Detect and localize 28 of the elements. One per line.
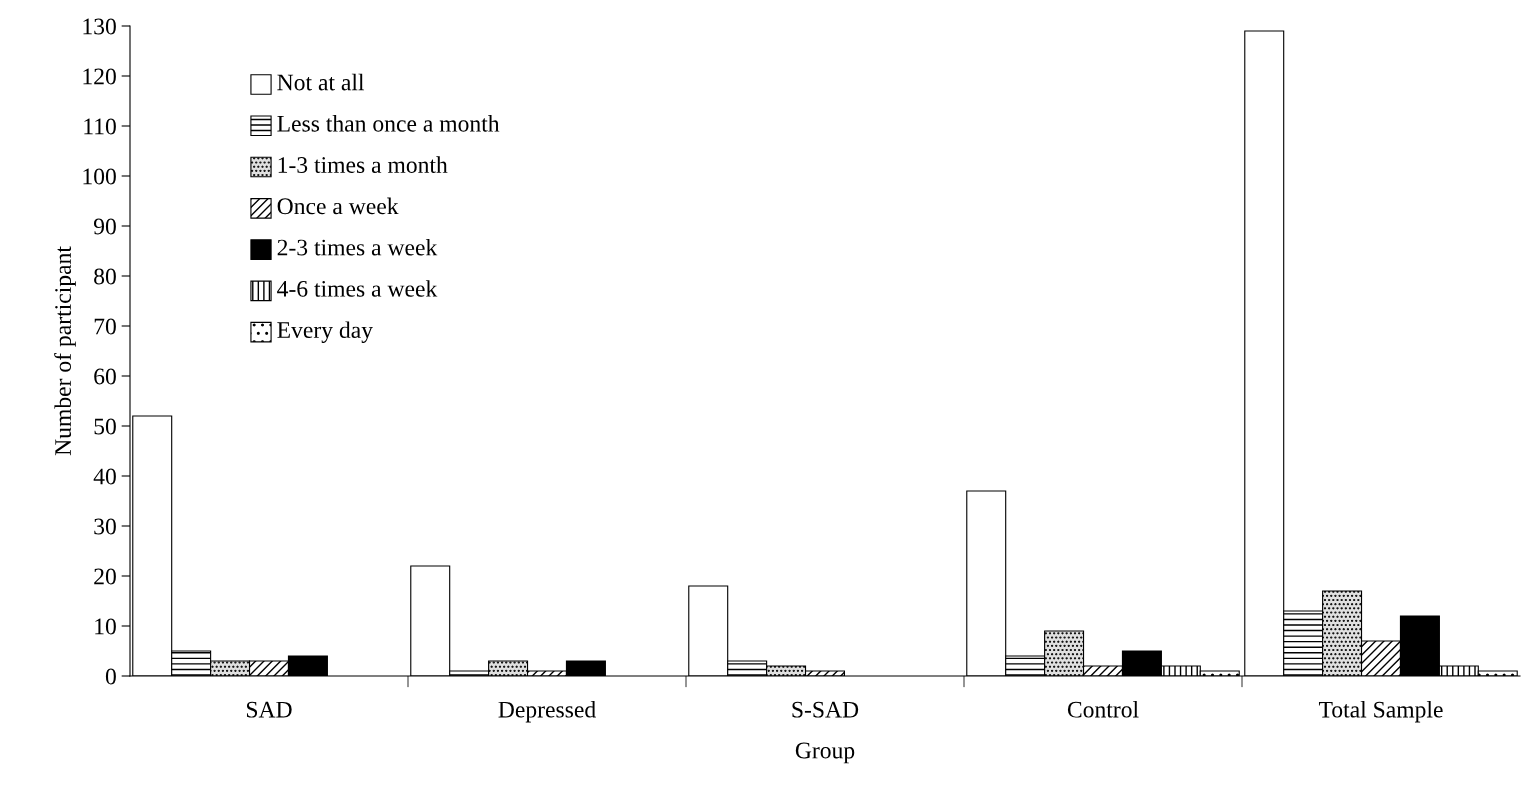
legend-label: Not at all bbox=[277, 73, 365, 91]
y-tick-label: 100 bbox=[83, 168, 116, 185]
legend-label: 2-3 times a week bbox=[277, 238, 438, 256]
y-axis-title: Number of participant bbox=[54, 246, 76, 456]
y-tick-label: 130 bbox=[83, 18, 116, 35]
y-tick-label: 20 bbox=[94, 568, 116, 585]
x-tick-label: SAD bbox=[246, 701, 292, 718]
legend-label: 1-3 times a month bbox=[278, 156, 448, 173]
y-tick-label: 0 bbox=[105, 668, 116, 685]
y-tick-label: 30 bbox=[94, 518, 116, 535]
x-tick-label: S-SAD bbox=[792, 701, 859, 718]
y-tick-label: 70 bbox=[94, 318, 116, 335]
legend-label: 4-6 times a week bbox=[277, 280, 438, 297]
x-axis-title: Group bbox=[795, 742, 855, 764]
y-tick-label: 120 bbox=[83, 68, 116, 85]
y-tick-label: 80 bbox=[94, 268, 116, 285]
x-tick-label: Total Sample bbox=[1318, 701, 1443, 723]
y-tick-label: 50 bbox=[94, 418, 116, 435]
y-tick-label: 10 bbox=[95, 618, 116, 635]
y-tick-label: 110 bbox=[84, 118, 116, 135]
legend-label: Every day bbox=[277, 321, 373, 343]
y-tick-label: 60 bbox=[94, 368, 116, 385]
legend-label: Once a week bbox=[277, 197, 399, 215]
x-tick-label: Depressed bbox=[498, 701, 596, 723]
y-tick-label: 90 bbox=[93, 218, 116, 235]
legend-label: Less than once a month bbox=[277, 115, 500, 132]
y-tick-label: 40 bbox=[93, 468, 116, 485]
x-tick-label: Control bbox=[1067, 701, 1139, 718]
